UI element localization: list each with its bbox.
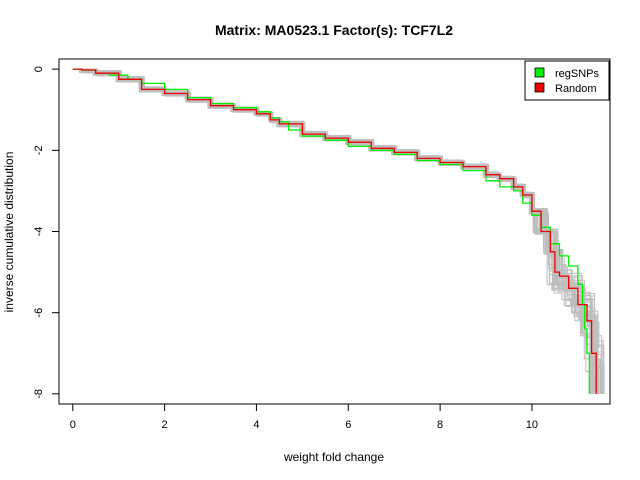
x-tick-label: 6 [345,419,351,431]
legend-label-random: Random [555,83,597,95]
y-tick-label: 0 [33,66,45,72]
legend-swatch-random [534,82,545,93]
series-line-random [72,68,597,394]
y-tick-label: -6 [33,308,45,318]
y-axis-label: inverse cumulative distribution [2,152,16,313]
legend-box [524,60,610,101]
y-axis: 0 -2 -4 -6 -8 [33,66,60,399]
x-tick-label: 8 [437,419,443,431]
legend: regSNPs Random [524,60,610,101]
x-axis-label: weight fold change [283,450,384,464]
x-tick-label: 0 [70,419,76,431]
x-tick-label: 2 [162,419,168,431]
random-background-line [72,68,605,394]
x-tick-label: 4 [253,419,259,431]
legend-label-regsnps: regSNPs [555,68,600,80]
legend-swatch-regsnps [534,67,545,78]
series-lines [72,68,597,394]
x-tick-label: 10 [526,419,538,431]
y-tick-label: -2 [33,145,45,155]
x-axis: 0 2 4 6 8 10 [70,403,538,431]
y-tick-label: -8 [33,389,45,399]
y-tick-label: -4 [33,227,45,237]
chart-title: Matrix: MA0523.1 Factor(s): TCF7L2 [215,22,453,38]
